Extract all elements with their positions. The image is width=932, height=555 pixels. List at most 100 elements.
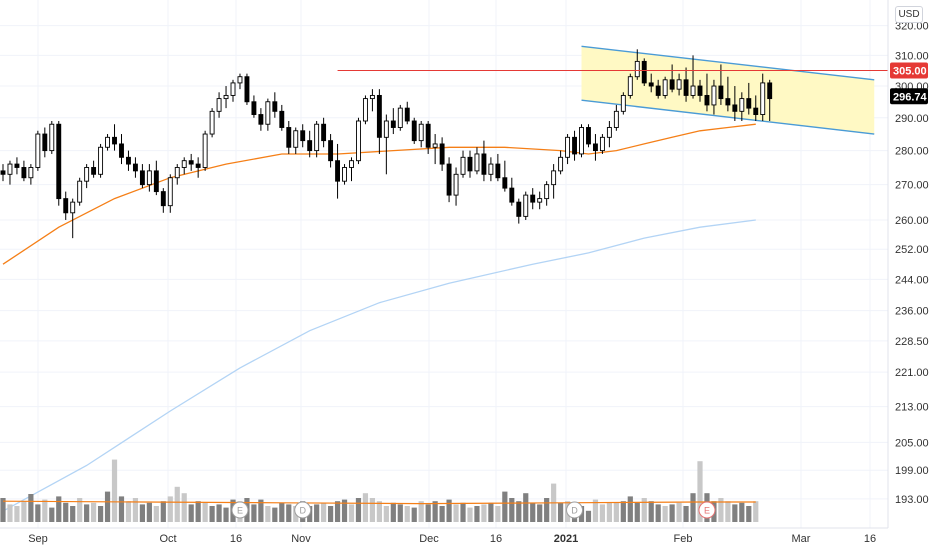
candle[interactable] — [230, 79, 236, 102]
candle[interactable] — [369, 89, 375, 112]
candle[interactable] — [620, 92, 626, 115]
candle[interactable] — [188, 153, 194, 171]
candle[interactable] — [537, 191, 543, 210]
candle[interactable] — [279, 104, 285, 131]
candle[interactable] — [711, 79, 717, 115]
candle[interactable] — [112, 124, 117, 151]
candle[interactable] — [641, 58, 647, 87]
candle[interactable] — [760, 73, 766, 121]
candle[interactable] — [460, 150, 466, 178]
candle[interactable] — [56, 120, 62, 206]
candle[interactable] — [42, 127, 48, 158]
candle[interactable] — [488, 157, 494, 182]
candle[interactable] — [523, 191, 529, 220]
candle[interactable] — [314, 120, 320, 158]
candle[interactable] — [613, 104, 619, 131]
candle[interactable] — [432, 134, 438, 165]
candle[interactable] — [411, 117, 417, 144]
candle[interactable] — [704, 73, 710, 112]
event-marker[interactable] — [566, 501, 584, 519]
candle[interactable] — [126, 150, 131, 171]
candle[interactable] — [418, 120, 424, 148]
candle[interactable] — [167, 174, 173, 213]
candle[interactable] — [174, 164, 180, 185]
candle[interactable] — [718, 64, 724, 105]
candle[interactable] — [70, 198, 76, 239]
candle[interactable] — [14, 157, 20, 175]
channel-lower-line[interactable] — [581, 99, 875, 135]
candle[interactable] — [558, 150, 564, 175]
candle[interactable] — [481, 140, 487, 182]
event-marker[interactable] — [231, 501, 249, 519]
candle[interactable] — [746, 82, 752, 115]
candle[interactable] — [237, 73, 243, 90]
candle[interactable] — [28, 164, 34, 185]
candle[interactable] — [767, 79, 773, 121]
candle[interactable] — [265, 98, 271, 131]
candle[interactable] — [77, 177, 83, 206]
candle[interactable] — [383, 114, 389, 175]
candle[interactable] — [286, 120, 292, 154]
candle[interactable] — [509, 177, 515, 206]
candle[interactable] — [627, 73, 633, 99]
candle[interactable] — [153, 160, 159, 196]
candle[interactable] — [572, 130, 577, 161]
candle[interactable] — [119, 134, 124, 165]
candle[interactable] — [160, 188, 166, 213]
candle[interactable] — [586, 124, 591, 148]
candle[interactable] — [446, 157, 452, 203]
candle[interactable] — [725, 76, 731, 112]
candle[interactable] — [425, 120, 431, 154]
candle[interactable] — [181, 157, 187, 175]
candle[interactable] — [349, 157, 354, 182]
candle[interactable] — [272, 92, 278, 118]
candle[interactable] — [35, 130, 41, 171]
candle[interactable] — [362, 95, 368, 125]
candle[interactable] — [404, 101, 410, 125]
candle[interactable] — [251, 95, 257, 118]
candle[interactable] — [0, 164, 6, 182]
candle[interactable] — [63, 191, 69, 220]
candle[interactable] — [648, 73, 654, 93]
candle[interactable] — [739, 92, 745, 121]
candle[interactable] — [202, 130, 208, 171]
candle[interactable] — [544, 181, 550, 206]
candle[interactable] — [132, 157, 138, 178]
candle[interactable] — [376, 89, 382, 154]
candle[interactable] — [516, 198, 522, 224]
candle[interactable] — [467, 150, 473, 178]
candle[interactable] — [209, 108, 215, 138]
candle[interactable] — [146, 164, 152, 192]
candle[interactable] — [328, 134, 334, 168]
candle[interactable] — [139, 164, 145, 189]
candle[interactable] — [307, 130, 313, 158]
candle[interactable] — [105, 134, 111, 151]
candle[interactable] — [655, 79, 661, 99]
candle[interactable] — [91, 160, 97, 178]
candles[interactable] — [0, 49, 773, 239]
candle[interactable] — [669, 64, 675, 93]
candle[interactable] — [397, 104, 403, 131]
candle[interactable] — [7, 160, 13, 185]
candle[interactable] — [676, 73, 682, 96]
candle[interactable] — [634, 49, 640, 80]
candle[interactable] — [439, 137, 445, 171]
candle[interactable] — [579, 124, 584, 158]
candle[interactable] — [258, 108, 264, 131]
candle[interactable] — [551, 164, 557, 199]
candle[interactable] — [356, 117, 361, 165]
candle[interactable] — [732, 86, 738, 121]
candle[interactable] — [662, 76, 668, 99]
candle[interactable] — [223, 86, 229, 109]
candle[interactable] — [502, 160, 508, 192]
candle[interactable] — [195, 157, 201, 178]
candle[interactable] — [321, 117, 327, 148]
event-marker[interactable] — [698, 501, 716, 519]
channel-upper-line[interactable] — [581, 45, 875, 81]
candle[interactable] — [530, 188, 536, 210]
candle[interactable] — [300, 124, 306, 148]
candle[interactable] — [683, 67, 689, 102]
candle[interactable] — [98, 143, 104, 178]
